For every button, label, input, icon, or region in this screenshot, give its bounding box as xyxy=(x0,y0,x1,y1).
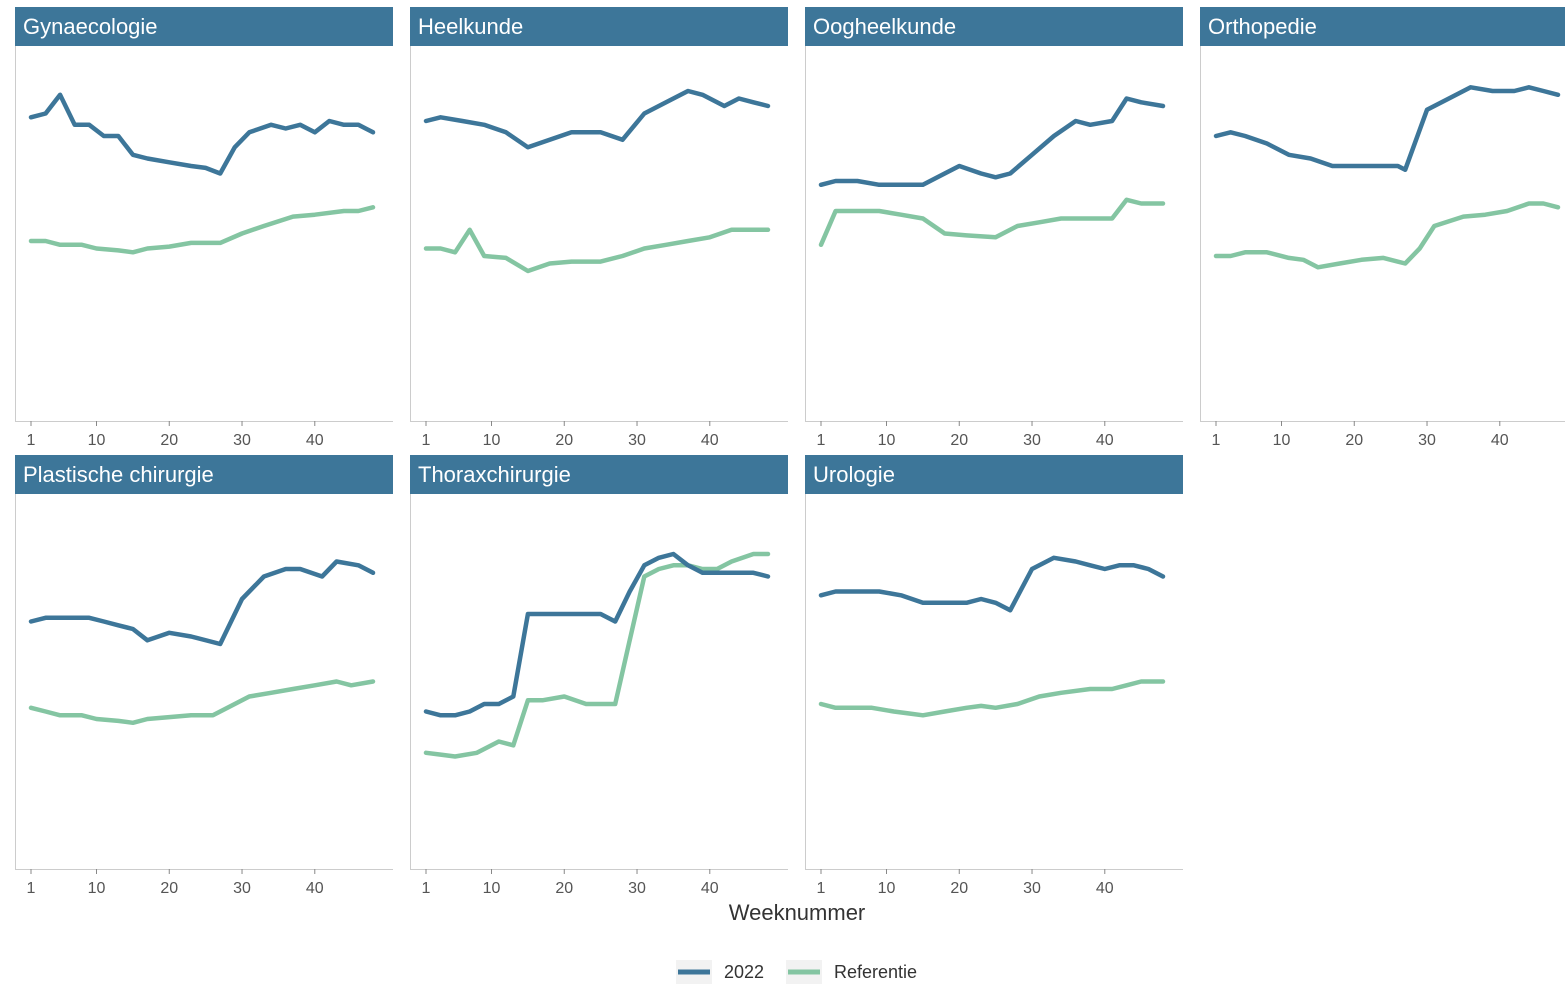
legend-label: 2022 xyxy=(724,962,764,982)
panel-title: Orthopedie xyxy=(1208,14,1317,39)
series-line-2022 xyxy=(818,555,1166,613)
series-line-referentie xyxy=(28,205,376,255)
panel-title: Gynaecologie xyxy=(23,14,158,39)
x-tick-label: 20 xyxy=(1345,432,1363,449)
x-tick-label: 30 xyxy=(233,432,251,449)
panel-title: Plastische chirurgie xyxy=(23,462,214,487)
panel-heelkunde: Heelkunde 1 10 20 30 40 xyxy=(410,7,788,449)
series-line-2022 xyxy=(28,92,376,176)
panel-plastische-chirurgie: Plastische chirurgie 1 10 20 30 40 xyxy=(15,455,393,897)
x-tick-label: 10 xyxy=(878,432,896,449)
x-tick-label: 1 xyxy=(27,432,36,449)
x-tick-label: 10 xyxy=(1273,432,1291,449)
panel-strip xyxy=(805,7,1183,46)
series-line-referentie xyxy=(423,227,771,274)
x-tick-label: 40 xyxy=(1491,432,1509,449)
x-tick-label: 40 xyxy=(701,432,719,449)
panel-orthopedie: Orthopedie 1 10 20 30 40 xyxy=(1200,7,1565,449)
x-tick-label: 10 xyxy=(878,880,896,897)
series-line-2022 xyxy=(423,551,771,718)
panel-strip xyxy=(410,7,788,46)
panel-title: Thoraxchirurgie xyxy=(418,462,571,487)
series-line-referentie xyxy=(28,679,376,726)
x-tick-label: 10 xyxy=(483,432,501,449)
panel-strip xyxy=(15,455,393,494)
series-line-referentie xyxy=(1213,201,1561,270)
series-line-2022 xyxy=(818,96,1166,188)
x-tick-label: 40 xyxy=(701,880,719,897)
x-tick-label: 1 xyxy=(27,880,36,897)
legend-item-2022: 2022 xyxy=(676,960,764,984)
x-tick-label: 30 xyxy=(1023,880,1041,897)
panel-oogheelkunde: Oogheelkunde 1 10 20 30 40 xyxy=(805,7,1183,449)
panel-urologie: Urologie 1 10 20 30 40 xyxy=(805,455,1183,897)
x-tick-label: 40 xyxy=(306,880,324,897)
x-axis-title: Weeknummer xyxy=(729,900,866,925)
panel-strip xyxy=(15,7,393,46)
legend-item-referentie: Referentie xyxy=(786,960,917,984)
panel-title: Oogheelkunde xyxy=(813,14,956,39)
panel-gynaecologie: Gynaecologie 1 10 20 30 40 xyxy=(15,7,393,449)
x-tick-label: 1 xyxy=(817,432,826,449)
series-line-referentie xyxy=(818,197,1166,248)
x-tick-label: 40 xyxy=(306,432,324,449)
series-line-referentie xyxy=(423,551,771,759)
x-tick-label: 20 xyxy=(160,880,178,897)
panel-strip xyxy=(805,455,1183,494)
panel-strip xyxy=(1200,7,1565,46)
x-tick-label: 30 xyxy=(1418,432,1436,449)
x-tick-label: 20 xyxy=(555,880,573,897)
x-tick-label: 30 xyxy=(628,880,646,897)
x-tick-label: 20 xyxy=(950,432,968,449)
panel-title: Urologie xyxy=(813,462,895,487)
x-tick-label: 1 xyxy=(422,432,431,449)
panel-title: Heelkunde xyxy=(418,14,523,39)
x-tick-label: 10 xyxy=(483,880,501,897)
x-tick-label: 20 xyxy=(950,880,968,897)
panel-thoraxchirurgie: Thoraxchirurgie 1 10 20 30 40 xyxy=(410,455,788,897)
x-tick-label: 40 xyxy=(1096,432,1114,449)
x-tick-label: 1 xyxy=(817,880,826,897)
x-tick-label: 10 xyxy=(88,880,106,897)
x-tick-label: 10 xyxy=(88,432,106,449)
x-tick-label: 30 xyxy=(1023,432,1041,449)
legend-label: Referentie xyxy=(834,962,917,982)
series-line-2022 xyxy=(423,88,771,150)
x-tick-label: 1 xyxy=(1212,432,1221,449)
series-line-2022 xyxy=(1213,85,1561,172)
x-tick-label: 30 xyxy=(233,880,251,897)
x-tick-label: 20 xyxy=(160,432,178,449)
x-tick-label: 20 xyxy=(555,432,573,449)
legend: 2022 Referentie xyxy=(676,960,917,984)
series-line-2022 xyxy=(28,559,376,647)
x-tick-label: 1 xyxy=(422,880,431,897)
panel-strip xyxy=(410,455,788,494)
series-line-referentie xyxy=(818,679,1166,718)
x-tick-label: 40 xyxy=(1096,880,1114,897)
x-tick-label: 30 xyxy=(628,432,646,449)
